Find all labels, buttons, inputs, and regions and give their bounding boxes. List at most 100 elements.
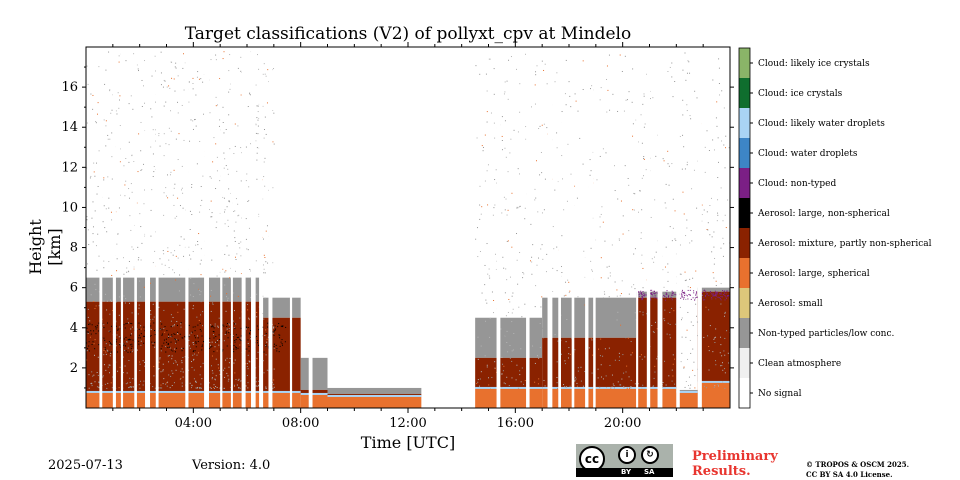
cc-icon: cc: [579, 446, 605, 472]
noise-dot: [215, 59, 217, 61]
noise-dot: [577, 110, 579, 112]
noise-dot: [194, 118, 196, 120]
noise-dot: [103, 260, 105, 262]
noise-dot: [669, 334, 671, 336]
noise-dot: [641, 177, 643, 179]
noise-dot: [211, 259, 213, 261]
noise-dot: [236, 170, 238, 172]
noise-dot: [666, 333, 668, 335]
noise-dot: [566, 200, 568, 202]
noise-dot: [130, 95, 132, 97]
noise-dot: [88, 374, 90, 376]
noise-dot: [248, 186, 250, 188]
noise-dot: [690, 321, 692, 323]
noise-dot: [519, 374, 521, 376]
noise-dot: [151, 75, 153, 77]
noise-dot: [247, 249, 249, 251]
noise-dot: [214, 379, 216, 381]
noise-dot: [142, 384, 144, 386]
noise-dot: [554, 189, 556, 191]
black-speck: [272, 331, 274, 333]
noise-dot: [109, 89, 111, 91]
noise-dot: [166, 382, 168, 384]
noise-dot: [200, 274, 202, 276]
noise-dot: [197, 386, 199, 388]
noise-dot: [532, 244, 534, 246]
black-speck: [182, 337, 184, 339]
noise-dot: [691, 240, 693, 242]
noise-dot: [502, 256, 504, 258]
noise-dot: [255, 385, 257, 387]
black-speck: [202, 340, 204, 342]
noise-dot: [118, 326, 120, 328]
noise-dot: [233, 210, 235, 212]
noise-dot: [486, 121, 488, 123]
noise-dot: [504, 334, 506, 336]
noise-dot: [104, 293, 106, 295]
noise-dot: [264, 157, 266, 159]
noise-dot: [168, 127, 170, 129]
noise-dot: [125, 60, 127, 62]
black-speck: [174, 351, 176, 353]
noise-dot: [239, 247, 241, 249]
noise-dot: [162, 86, 164, 88]
noise-dot: [506, 214, 508, 216]
noise-dot: [652, 331, 654, 333]
no-signal-stripe: [112, 47, 116, 408]
noise-dot: [103, 300, 105, 302]
noise-dot: [198, 78, 200, 80]
noise-dot: [487, 377, 489, 379]
noise-dot: [704, 171, 706, 173]
cloud-dot: [675, 294, 677, 296]
noise-dot: [272, 327, 274, 329]
noise-dot: [605, 387, 607, 389]
noise-dot: [687, 60, 689, 62]
cc-license-badge[interactable]: cc i ↻ BY SA: [576, 444, 673, 477]
noise-dot: [273, 112, 275, 114]
cloud-dot: [687, 289, 689, 291]
cloud-dot: [643, 294, 645, 296]
black-speck: [152, 345, 154, 347]
noise-dot: [539, 322, 541, 324]
noise-dot: [682, 99, 684, 101]
noise-dot: [715, 360, 717, 362]
black-speck: [216, 341, 218, 343]
noise-dot: [86, 216, 88, 218]
noise-dot: [96, 386, 98, 388]
no-signal-stripe: [526, 47, 530, 408]
noise-dot: [501, 387, 503, 389]
noise-dot: [182, 192, 184, 194]
noise-dot: [589, 159, 591, 161]
no-signal-stripe: [155, 47, 159, 408]
noise-dot: [202, 81, 204, 83]
noise-dot: [107, 350, 109, 352]
noise-dot: [142, 360, 144, 362]
noise-dot: [681, 319, 683, 321]
black-speck: [167, 347, 169, 349]
noise-dot: [628, 323, 630, 325]
noise-dot: [93, 171, 95, 173]
legend-swatch: [739, 348, 750, 378]
noise-dot: [229, 277, 231, 279]
noise-dot: [138, 384, 140, 386]
noise-dot: [487, 164, 489, 166]
cloud-dot: [683, 298, 685, 300]
noise-dot: [209, 341, 211, 343]
noise-dot: [506, 330, 508, 332]
noise-dot: [626, 365, 628, 367]
noise-dot: [217, 364, 219, 366]
noise-dot: [238, 242, 240, 244]
noise-dot: [238, 378, 240, 380]
noise-dot: [224, 223, 226, 225]
cloud-dot: [670, 296, 672, 298]
noise-dot: [247, 387, 249, 389]
noise-dot: [144, 365, 146, 367]
noise-dot: [249, 361, 251, 363]
black-speck: [96, 326, 98, 328]
noise-dot: [181, 189, 183, 191]
noise-dot: [687, 385, 689, 387]
noise-dot: [544, 329, 546, 331]
noise-dot: [122, 356, 124, 358]
noise-dot: [610, 317, 612, 319]
noise-dot: [144, 102, 146, 104]
